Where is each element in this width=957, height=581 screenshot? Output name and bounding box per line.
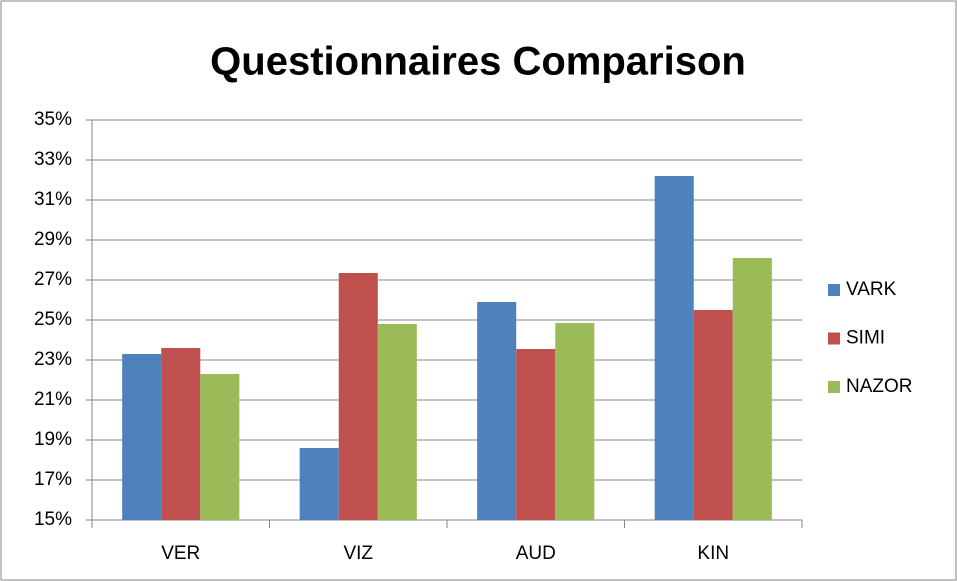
legend-swatch [828,381,840,393]
bar [200,374,240,520]
y-tick-label: 15% [34,509,72,530]
x-tick-label: AUD [516,543,556,564]
x-tick-label: VER [161,543,200,564]
x-tick-label: VIZ [343,543,373,564]
bar [732,258,772,520]
y-tick-label: 33% [34,149,72,170]
bar [338,273,378,520]
bar [693,310,733,520]
legend-label: NAZOR [846,376,913,397]
bar [516,349,556,520]
chart-title: Questionnaires Comparison [210,40,746,84]
legend-label: SIMI [846,328,885,349]
y-tick-label: 19% [34,429,72,450]
legend-swatch [828,332,840,345]
y-tick-label: 21% [34,389,72,410]
x-tick-label: KIN [697,543,729,564]
bar [654,176,694,520]
bar [377,324,417,520]
y-tick-label: 17% [34,469,72,490]
bar [477,302,517,520]
bar [122,354,162,520]
y-tick-label: 25% [34,309,72,330]
y-tick-label: 31% [34,189,72,210]
y-tick-label: 23% [34,349,72,370]
y-tick-label: 35% [34,109,72,130]
legend-label: VARK [846,279,897,300]
bar [161,348,201,520]
y-tick-label: 27% [34,269,72,290]
bar [555,323,595,520]
legend-swatch [828,284,840,296]
y-tick-label: 29% [34,229,72,250]
bar [299,448,339,520]
